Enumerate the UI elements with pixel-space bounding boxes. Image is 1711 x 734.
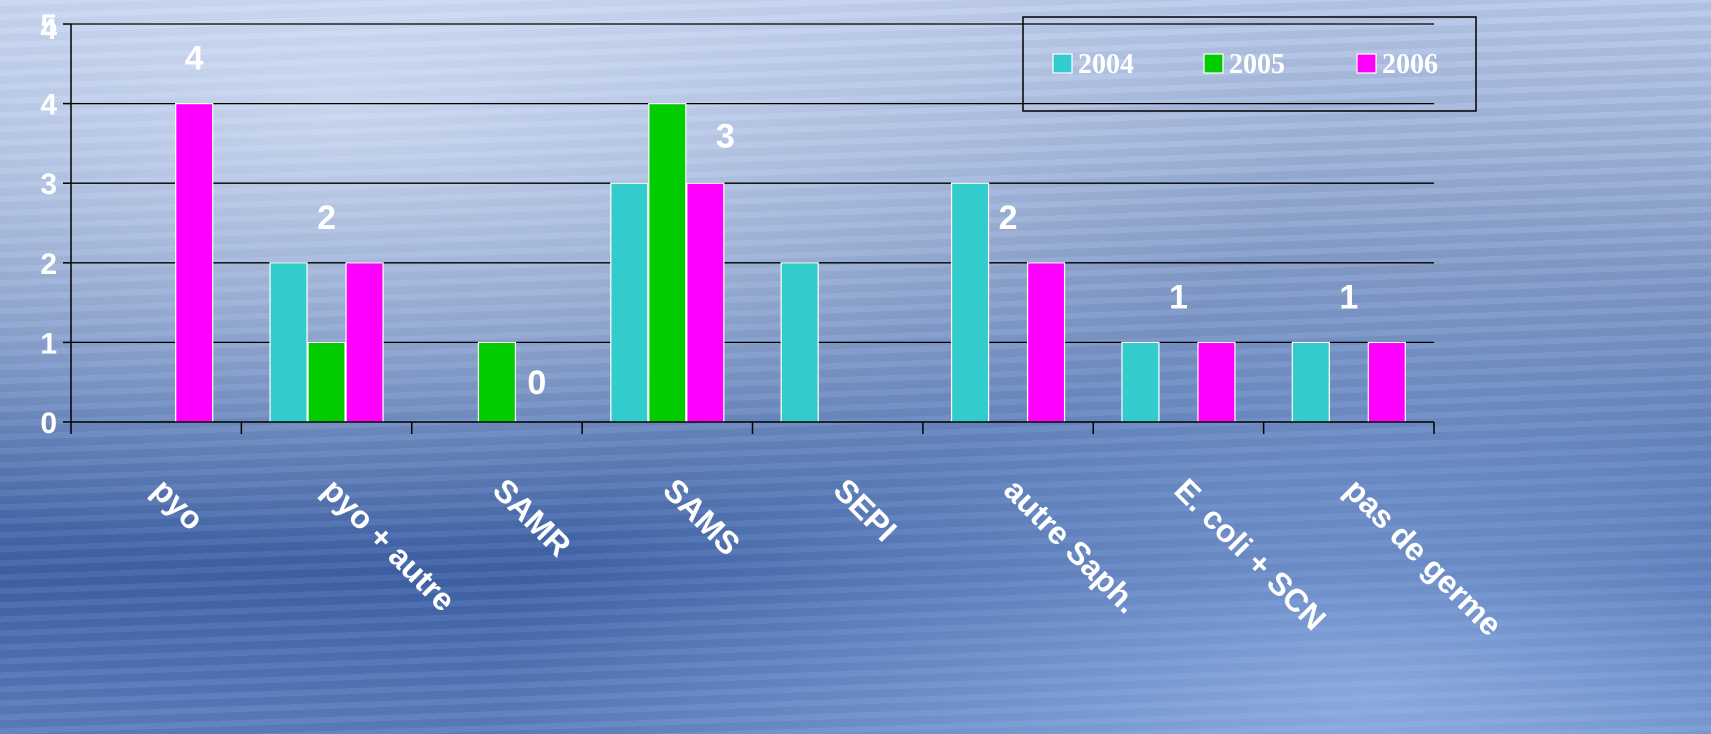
- data-label: 1: [1339, 279, 1358, 317]
- category-label: pyo: [145, 471, 211, 537]
- y-tick-label: 2: [40, 248, 57, 281]
- bar-2006-sams: [686, 182, 725, 423]
- data-label: 3: [716, 117, 735, 155]
- bar-2006-autre-saph: [1026, 262, 1066, 423]
- bar-2004-pyo-autre: [269, 262, 308, 423]
- data-label: 4: [185, 40, 204, 78]
- bar-2005-pyo-autre: [307, 341, 346, 423]
- legend-swatch-2005: [1203, 53, 1224, 74]
- bar-2006-e-coli-scn: [1197, 341, 1236, 423]
- y-tick-label: 1: [40, 327, 57, 360]
- bar-2004-pas-de-germe: [1291, 341, 1330, 423]
- legend-swatch-2006: [1356, 53, 1377, 74]
- bar-2004-autre-saph: [950, 182, 990, 423]
- bar-2005-sams: [648, 102, 687, 423]
- legend-label-2006: 2006: [1382, 49, 1438, 80]
- category-label: SAMS: [656, 471, 747, 562]
- y-tick-label: 0: [40, 407, 57, 440]
- bar-2006-pas-de-germe: [1367, 341, 1406, 423]
- axes: [63, 23, 1435, 434]
- legend-box: [1022, 16, 1477, 112]
- category-label: SEPI: [827, 471, 904, 548]
- category-label: pyo + autre: [316, 471, 463, 618]
- bar-2004-e-coli-scn: [1121, 341, 1160, 423]
- category-labels: pyo pyo + autre SAMR SAMS SEPI autre Saph. E. …: [145, 471, 1509, 642]
- legend-label-2005: 2005: [1229, 49, 1285, 80]
- y-tick-label: 4: [40, 89, 57, 122]
- category-label: pas de germe: [1338, 471, 1509, 642]
- category-label: autre Saph.: [997, 471, 1146, 620]
- y-tick-label: 4: [40, 13, 57, 46]
- bar-2005-samr: [477, 341, 517, 423]
- legend: 2004 2005 2006: [1022, 16, 1477, 112]
- bar-2006-pyo: [175, 102, 214, 423]
- data-label: 0: [527, 364, 546, 402]
- data-label: 2: [999, 199, 1018, 237]
- bar-2004-sepi: [780, 262, 819, 423]
- bar-2006-pyo-autre: [345, 262, 384, 423]
- data-labels: 4 2 0 3 2 1 1: [185, 40, 1359, 402]
- category-label: SAMR: [486, 471, 578, 563]
- category-label: E. coli + SCN: [1167, 471, 1333, 637]
- y-tick-label: 3: [40, 168, 57, 201]
- data-label: 2: [317, 199, 336, 237]
- bar-2004-sams: [610, 182, 649, 423]
- y-tick-label: 5: [40, 9, 57, 42]
- legend-label-2004: 2004: [1078, 49, 1134, 80]
- bars-group: [175, 102, 1406, 423]
- data-label: 1: [1169, 279, 1188, 317]
- legend-swatch-2004: [1052, 53, 1073, 74]
